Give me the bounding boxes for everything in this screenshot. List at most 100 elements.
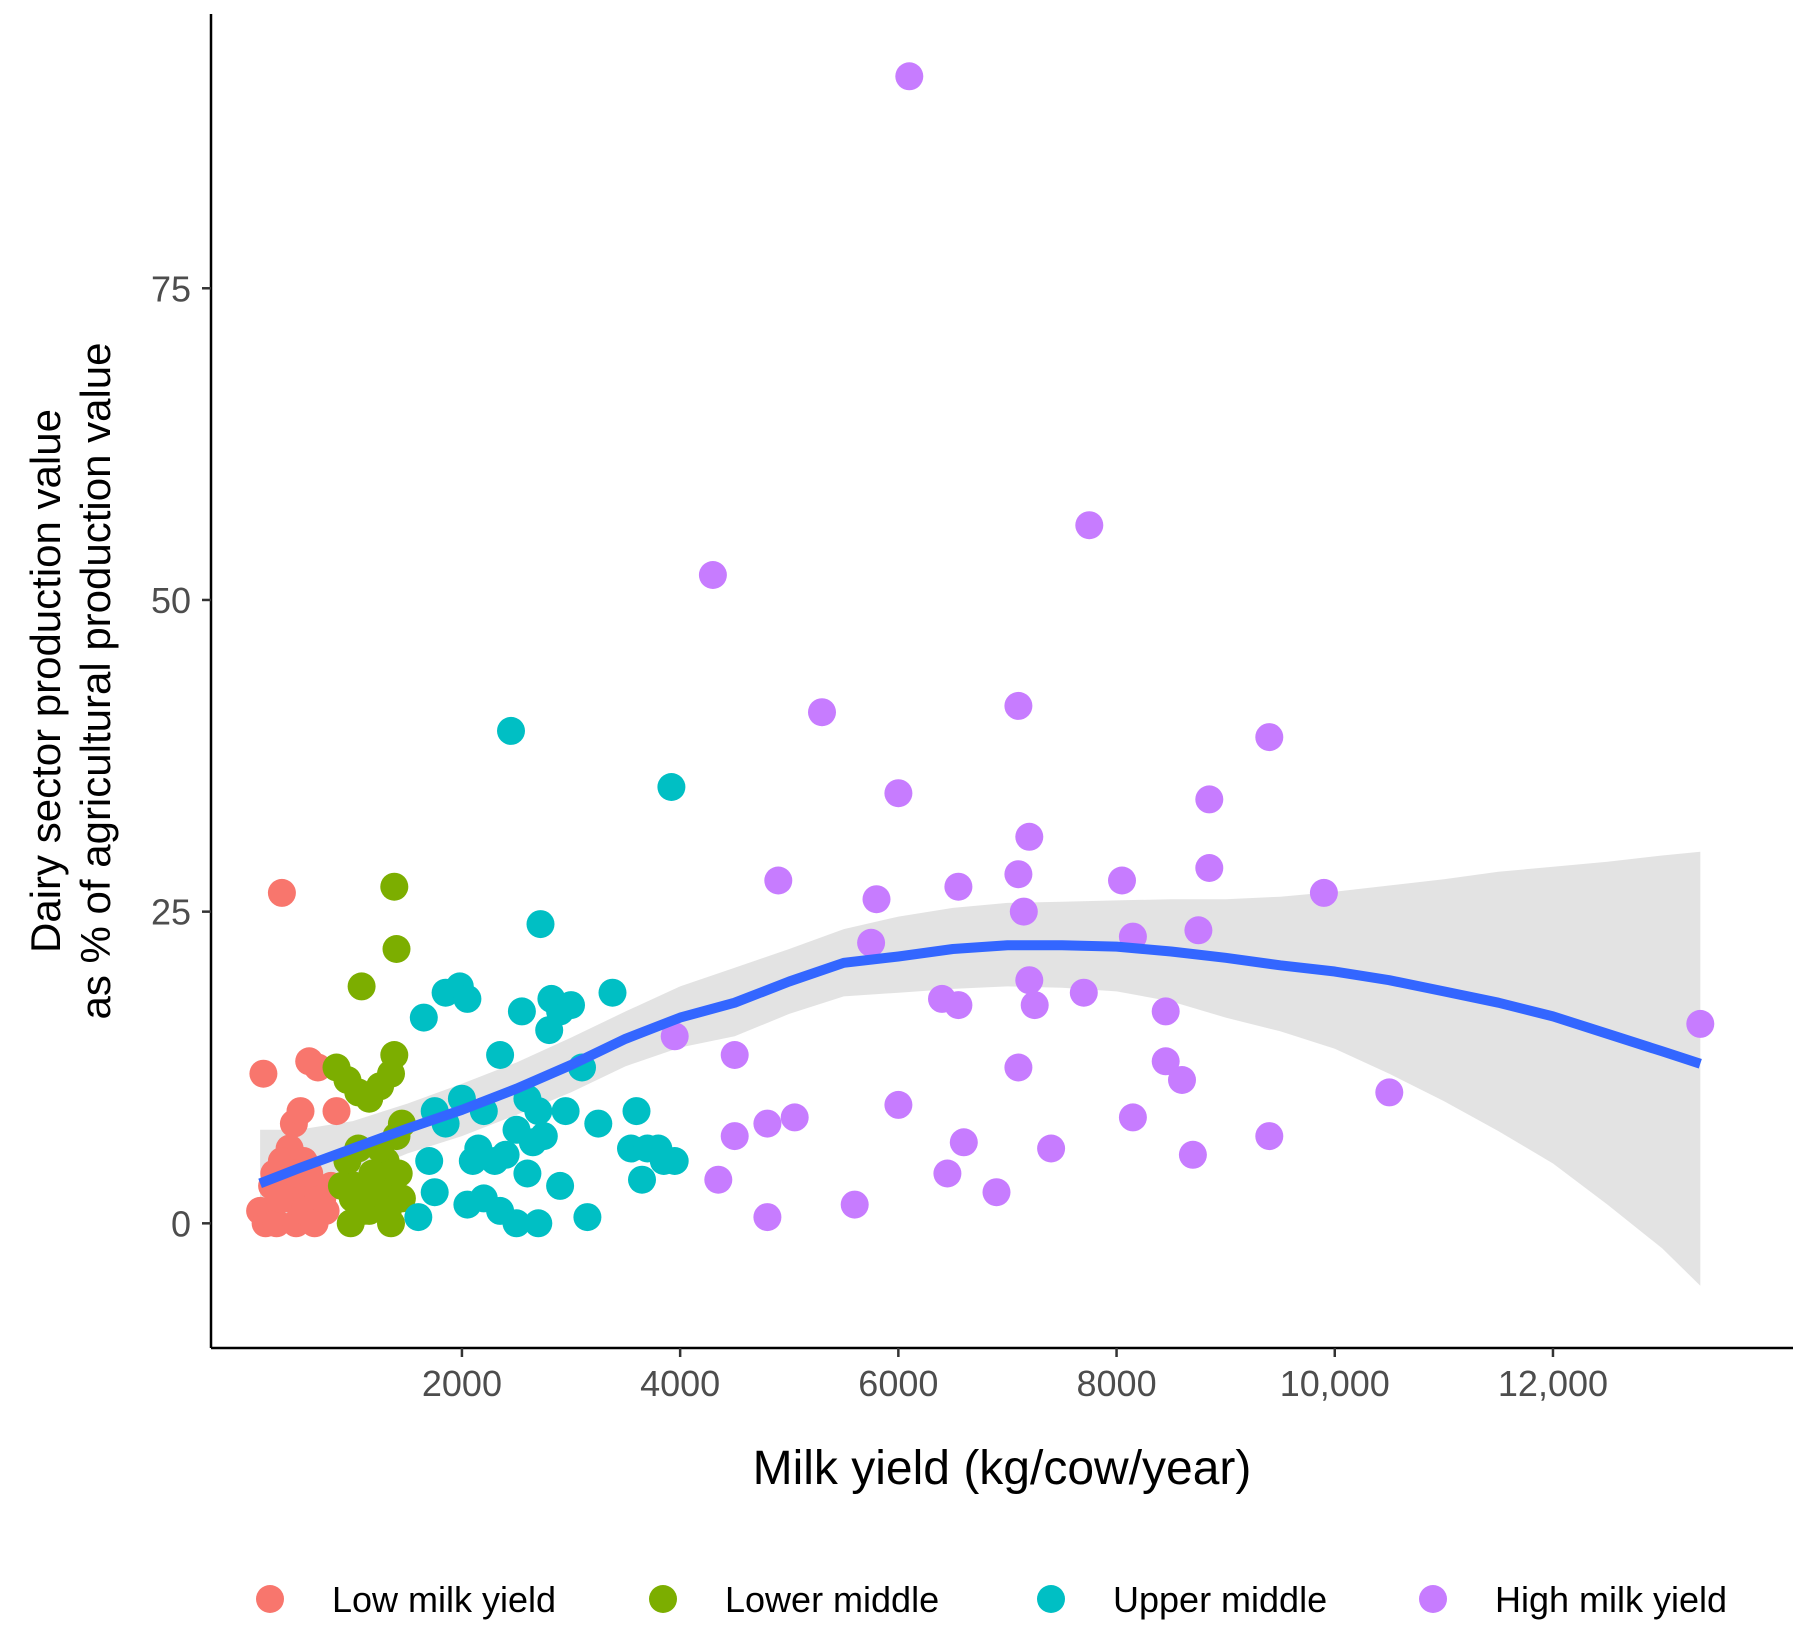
point-high-milk-yield-40 (1178, 1140, 1207, 1169)
point-upper-middle-8 (507, 997, 536, 1026)
data-points-layer (246, 62, 1715, 1238)
confidence-band-layer (260, 851, 1701, 1286)
x-tick-label: 10,000 (1280, 1363, 1390, 1404)
point-high-milk-yield-3 (808, 698, 836, 727)
point-high-milk-yield-46 (753, 1203, 782, 1232)
point-low-milk-yield-20 (262, 1209, 291, 1238)
legend-label-upper-middle: Upper middle (1113, 1579, 1327, 1620)
point-high-milk-yield-37 (720, 1122, 749, 1151)
y-tick-label: 25 (151, 892, 191, 933)
point-upper-middle-1 (526, 910, 555, 939)
point-high-milk-yield-14 (1108, 866, 1136, 895)
point-high-milk-yield-24 (944, 991, 973, 1020)
point-upper-middle-7 (453, 984, 482, 1013)
point-upper-middle-42 (573, 1203, 602, 1232)
point-low-milk-yield-1 (267, 878, 296, 907)
point-upper-middle-43 (404, 1203, 433, 1232)
point-high-milk-yield-29 (1151, 1047, 1180, 1076)
point-upper-middle-22 (584, 1109, 613, 1138)
x-tick-label: 4000 (640, 1363, 720, 1404)
point-high-milk-yield-35 (780, 1103, 809, 1132)
legend-key-high-milk-yield (1419, 1585, 1447, 1613)
point-lower-middle-6 (380, 1041, 409, 1069)
point-high-milk-yield-10 (764, 866, 793, 895)
point-high-milk-yield-26 (1151, 997, 1180, 1026)
point-upper-middle-26 (529, 1122, 558, 1151)
point-high-milk-yield-18 (1009, 897, 1038, 926)
point-low-milk-yield-7 (322, 1097, 351, 1126)
point-upper-middle-20 (524, 1097, 553, 1126)
point-high-milk-yield-15 (1195, 854, 1224, 882)
point-high-milk-yield-33 (884, 1090, 913, 1119)
point-high-milk-yield-41 (1255, 1122, 1284, 1151)
point-upper-middle-2 (657, 773, 686, 801)
legend-label-lower-middle: Lower middle (725, 1579, 939, 1620)
y-tick-label: 75 (151, 268, 191, 309)
x-tick-label: 2000 (422, 1363, 502, 1404)
point-high-milk-yield-21 (1015, 966, 1044, 995)
point-high-milk-yield-16 (1309, 878, 1338, 907)
point-high-milk-yield-12 (944, 872, 973, 901)
point-high-milk-yield-28 (1004, 1053, 1033, 1082)
point-high-milk-yield-9 (1015, 822, 1044, 851)
point-upper-middle-40 (524, 1209, 553, 1238)
point-high-milk-yield-44 (982, 1178, 1011, 1207)
x-tick-label: 6000 (858, 1363, 938, 1404)
legend-key-lower-middle (649, 1585, 677, 1613)
point-upper-middle-44 (628, 1165, 656, 1194)
legend-key-low-milk-yield (256, 1585, 284, 1613)
point-high-milk-yield-32 (1686, 1009, 1715, 1038)
point-upper-middle-46 (458, 1147, 487, 1175)
point-high-milk-yield-2 (698, 561, 727, 589)
point-upper-middle-21 (551, 1097, 580, 1126)
point-high-milk-yield-27 (720, 1041, 749, 1069)
y-ticks-layer: 0 25 50 75 (151, 268, 211, 1244)
point-high-milk-yield-38 (949, 1128, 978, 1157)
point-high-milk-yield-13 (1004, 860, 1033, 889)
point-upper-middle-39 (502, 1209, 531, 1238)
point-high-milk-yield-45 (840, 1190, 869, 1219)
point-high-milk-yield-11 (862, 885, 891, 914)
point-high-milk-yield-25 (1020, 991, 1049, 1020)
point-upper-middle-23 (622, 1097, 651, 1126)
x-tick-label: 12,000 (1498, 1363, 1608, 1404)
point-upper-middle-4 (409, 1003, 438, 1032)
point-low-milk-yield-27 (265, 1184, 294, 1213)
point-upper-middle-3 (598, 978, 627, 1007)
point-upper-middle-45 (644, 1134, 673, 1163)
smooth-line-layer (258, 940, 1702, 1189)
point-upper-middle-41 (546, 1171, 575, 1200)
point-upper-middle-13 (486, 1041, 515, 1069)
point-high-milk-yield-42 (704, 1165, 733, 1194)
point-high-milk-yield-36 (1118, 1103, 1147, 1132)
point-high-milk-yield-6 (660, 1022, 689, 1051)
point-upper-middle-35 (420, 1178, 449, 1207)
point-lower-middle-7 (382, 935, 411, 963)
confidence-band (260, 851, 1701, 1286)
y-axis-title-line2: as % of agricultural production value (72, 342, 119, 1019)
legend-key-upper-middle (1037, 1585, 1065, 1613)
point-high-milk-yield-5 (1255, 723, 1284, 752)
point-high-milk-yield-43 (933, 1159, 962, 1188)
point-upper-middle-11 (557, 991, 585, 1020)
point-low-milk-yield-0 (249, 1059, 278, 1088)
point-high-milk-yield-17 (857, 928, 886, 957)
point-high-milk-yield-0 (895, 62, 924, 91)
legend-label-high-milk-yield: High milk yield (1495, 1579, 1727, 1620)
point-lower-middle-28 (358, 1159, 387, 1188)
point-high-milk-yield-1 (1075, 511, 1104, 540)
point-upper-middle-0 (497, 716, 525, 745)
point-high-milk-yield-30 (1168, 1066, 1196, 1094)
smooth-fit-line (258, 940, 1702, 1189)
y-tick-label: 50 (151, 580, 191, 621)
point-upper-middle-29 (491, 1140, 520, 1169)
point-low-milk-yield-24 (300, 1209, 329, 1238)
point-high-milk-yield-7 (884, 779, 913, 808)
point-lower-middle-21 (384, 1159, 413, 1188)
point-high-milk-yield-20 (1184, 916, 1213, 945)
y-tick-label: 0 (171, 1203, 191, 1244)
point-upper-middle-34 (415, 1147, 444, 1175)
y-axis-title-line1: Dairy sector production value (22, 409, 69, 953)
point-high-milk-yield-8 (1195, 785, 1224, 814)
point-high-milk-yield-31 (1375, 1078, 1404, 1107)
